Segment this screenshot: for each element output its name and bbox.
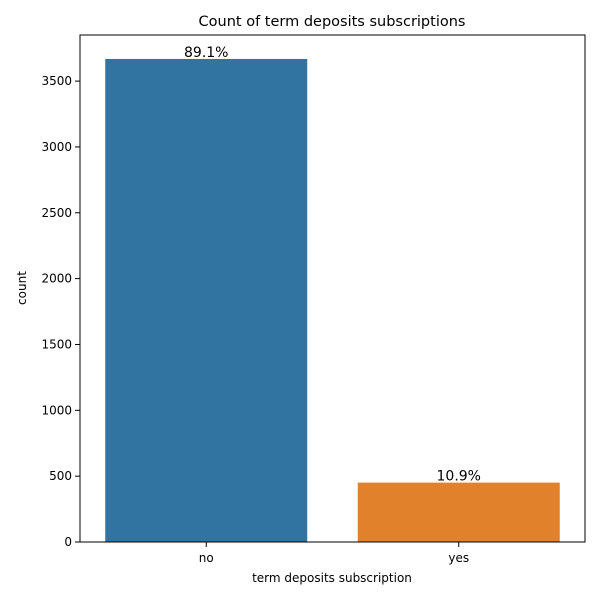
plot-frame (79, 34, 586, 543)
x-axis: no yes (199, 542, 469, 565)
data-label-no: 89.1% (184, 45, 228, 61)
chart-title: Count of term deposits subscriptions (199, 14, 466, 30)
y-axis-label: count (15, 271, 29, 305)
y-tick-label-3500: 3500 (41, 74, 72, 88)
x-tick-label-no: no (199, 551, 214, 565)
y-tick-label-3000: 3000 (41, 140, 72, 154)
y-tick-label-2500: 2500 (41, 206, 72, 220)
y-tick-label-0: 0 (64, 535, 72, 549)
y-tick-label-500: 500 (49, 469, 72, 483)
y-tick-label-2000: 2000 (41, 272, 72, 286)
y-axis: 0 500 1000 1500 2000 2500 3000 3500 (41, 74, 80, 549)
bar-no (105, 58, 308, 542)
x-axis-label: term deposits subscription (252, 571, 412, 585)
y-tick-label-1500: 1500 (41, 337, 72, 351)
x-tick-label-yes: yes (448, 551, 469, 565)
bars-group (105, 58, 560, 542)
data-labels-group: 89.1% 10.9% (184, 45, 481, 485)
y-tick-label-1000: 1000 (41, 403, 72, 417)
data-label-yes: 10.9% (437, 469, 481, 485)
bar-yes (357, 482, 560, 542)
